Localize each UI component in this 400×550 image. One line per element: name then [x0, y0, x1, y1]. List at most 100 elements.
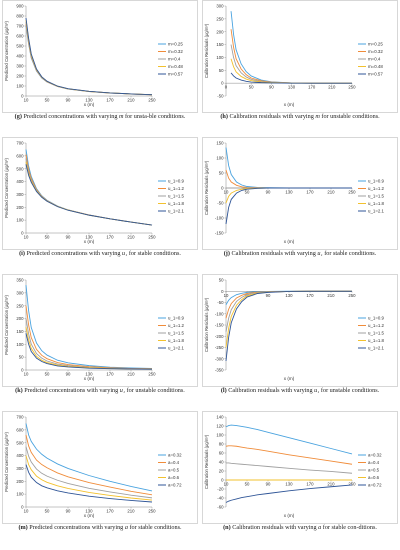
y-tick-label: 500: [16, 44, 24, 49]
caption-variable: a: [124, 524, 128, 531]
chart-l: -350 -300 -250 -200 -150 -100 -50 0 50 10 50 90 130 1…: [202, 274, 398, 387]
legend-label: u_1=1.2: [168, 323, 185, 328]
legend-label: m=0.57: [368, 72, 383, 77]
series-line-4: [25, 464, 153, 503]
caption-label: (l): [220, 387, 227, 394]
series-line-2: [226, 462, 353, 474]
x-tick-label: 90: [66, 235, 71, 240]
legend-label: u_1=2.1: [168, 209, 185, 214]
caption-text-end: for unsta-ble conditions.: [125, 113, 186, 120]
x-axis-title: x (m): [284, 102, 295, 107]
figure-caption-h: (h) Calibration residuals with varying m…: [202, 113, 398, 121]
x-tick-label: 250: [148, 98, 156, 103]
y-tick-label: 600: [16, 427, 24, 432]
x-axis-title: x (m): [84, 239, 95, 244]
legend-label: u_1=1.2: [368, 323, 385, 328]
x-tick-label: 210: [127, 372, 135, 377]
figure-caption-n: (n) Calibration residuals with varying a…: [202, 524, 398, 532]
caption-variable: u₁: [119, 387, 126, 394]
figure-panel-j: -150 -100 -50 0 50 100 150 10 50 90 130 170 210 250 x …: [202, 137, 398, 258]
y-tick-label: 300: [16, 64, 24, 69]
x-tick-label: 130: [285, 190, 293, 195]
legend-label: a=0.72: [368, 483, 382, 488]
y-tick-label: -100: [215, 311, 224, 316]
caption-label: (k): [15, 387, 23, 394]
x-tick-label: 250: [348, 293, 356, 298]
x-tick-label: 130: [85, 98, 93, 103]
series-line-3: [25, 455, 153, 501]
figure-panel-l: -350 -300 -250 -200 -150 -100 -50 0 50 10 50 90 130 1…: [202, 274, 398, 395]
figure-caption-m: (m) Predicted concentrations with varyin…: [2, 524, 198, 532]
y-tick-label: 100: [16, 218, 24, 223]
y-tick-label: 100: [216, 433, 224, 438]
series-line-1: [225, 445, 353, 465]
x-tick-label: 90: [266, 190, 271, 195]
legend-label: u_1=1.5: [368, 194, 385, 199]
y-axis-title: Calibration Residuals (μg/m³): [204, 160, 209, 215]
y-tick-label: 40: [219, 460, 224, 465]
y-tick-label: 200: [216, 29, 224, 34]
caption-text: Predicted concentrations with varying: [24, 387, 119, 394]
y-tick-label: 50: [219, 68, 224, 73]
caption-text: Calibration residuals with varying: [232, 524, 317, 531]
y-tick-label: 250: [16, 303, 24, 308]
x-axis-title: x (m): [284, 239, 295, 244]
x-axis-title: x (m): [84, 102, 95, 107]
x-tick-label: 10: [224, 482, 229, 487]
legend-label: a=0.6: [168, 475, 180, 480]
x-tick-label: 210: [328, 85, 336, 90]
y-tick-label: 300: [216, 4, 224, 9]
chart-frame: [2, 137, 198, 250]
series-line-1: [25, 434, 153, 496]
caption-label: (m): [18, 524, 28, 531]
y-tick-label: -40: [217, 496, 224, 501]
x-tick-label: 50: [45, 235, 50, 240]
y-tick-label: 200: [16, 316, 24, 321]
series-line-4: [25, 17, 153, 96]
x-tick-label: 170: [306, 190, 314, 195]
y-axis-title: Calibration Residuals (μg/m³): [204, 23, 209, 78]
caption-text: Calibration residuals with varying: [228, 387, 313, 394]
x-tick-label: 90: [266, 482, 271, 487]
y-tick-label: 200: [16, 74, 24, 79]
y-tick-label: 140: [216, 415, 224, 420]
x-tick-label: 170: [306, 482, 314, 487]
caption-text-end: for stable con-ditions.: [322, 524, 377, 531]
caption-text: Calibration residuals with varying: [229, 113, 314, 120]
caption-label: (n): [223, 524, 231, 531]
x-tick-label: 210: [127, 509, 135, 514]
x-tick-label: 0: [225, 85, 228, 90]
y-tick-label: 400: [16, 54, 24, 59]
y-tick-label: 100: [16, 492, 24, 497]
legend-label: u_1=1.8: [168, 201, 185, 206]
y-tick-label: 900: [16, 4, 24, 9]
y-tick-label: -150: [215, 323, 224, 328]
y-axis-title: Predicted Concentration (μg/m³): [4, 432, 9, 492]
y-tick-label: 600: [16, 34, 24, 39]
x-tick-label: 50: [45, 509, 50, 514]
y-tick-label: 300: [16, 192, 24, 197]
x-tick-label: 250: [148, 372, 156, 377]
y-tick-label: 150: [216, 141, 224, 146]
x-axis-title: x (m): [284, 513, 295, 518]
y-tick-label: -60: [217, 505, 224, 510]
legend-label: m=0.4: [168, 57, 181, 62]
y-tick-label: -50: [217, 94, 224, 99]
legend-label: u_1=1.2: [368, 186, 385, 191]
x-axis-title: x (m): [284, 376, 295, 381]
x-axis-title: x (m): [84, 376, 95, 381]
legend-label: m=0.32: [368, 49, 383, 54]
x-tick-label: 170: [106, 235, 114, 240]
x-tick-label: 130: [85, 235, 93, 240]
y-tick-label: 150: [216, 42, 224, 47]
legend-label: u_1=2.1: [368, 346, 385, 351]
caption-variable: u₁: [122, 250, 128, 257]
legend-label: a=0.4: [168, 460, 180, 465]
y-tick-label: 60: [219, 451, 224, 456]
legend-label: u_1=1.8: [368, 201, 385, 206]
x-tick-label: 210: [127, 235, 135, 240]
x-tick-label: 170: [106, 98, 114, 103]
caption-label: (j): [223, 250, 230, 257]
series-line-1: [25, 305, 153, 370]
y-tick-label: 0: [21, 505, 24, 510]
